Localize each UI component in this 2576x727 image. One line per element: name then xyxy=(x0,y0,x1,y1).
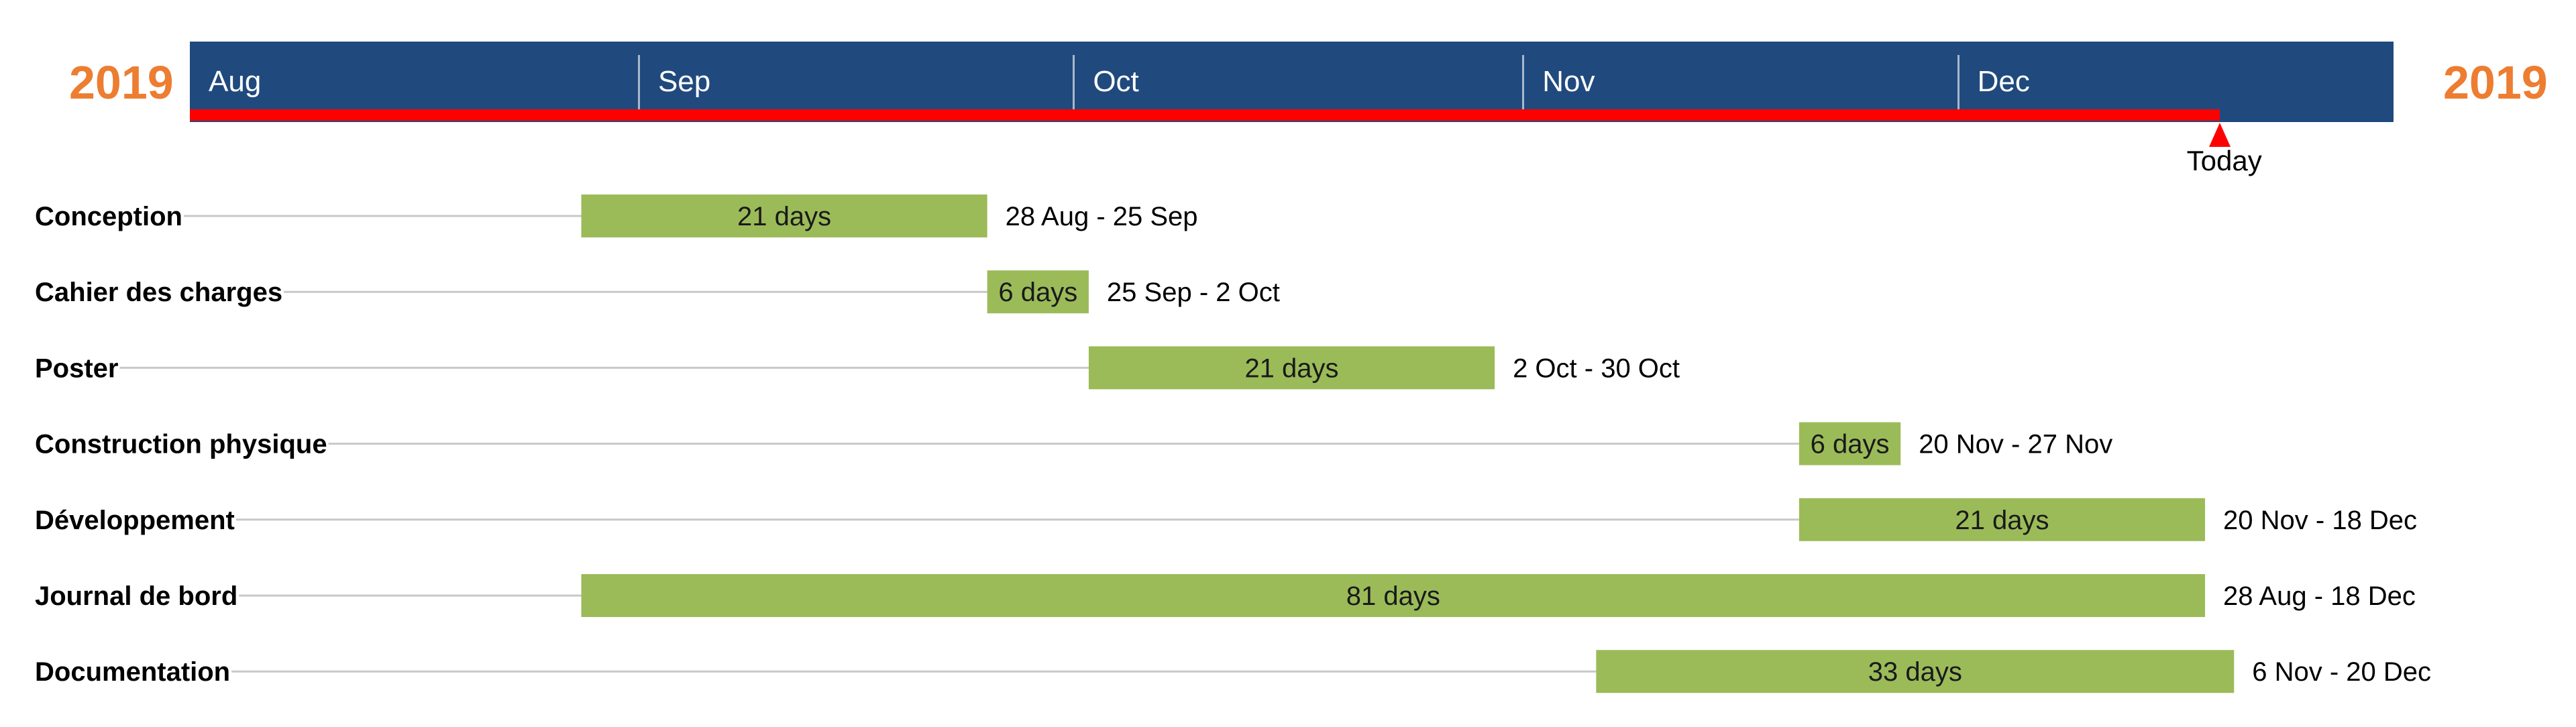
task-name: Développement xyxy=(35,506,235,535)
task-bar xyxy=(1088,346,1495,390)
year-label-right: 2019 xyxy=(2443,56,2548,109)
task-bar xyxy=(987,270,1089,314)
task-date-range: 20 Nov - 18 Dec xyxy=(2223,506,2417,535)
task-name: Poster xyxy=(35,353,119,383)
month-separator xyxy=(637,55,640,111)
today-marker-icon xyxy=(2208,123,2231,147)
task-date-range: 25 Sep - 2 Oct xyxy=(1107,278,1280,307)
task-duration: 33 days xyxy=(1868,657,1962,687)
task-bar xyxy=(1799,422,1901,465)
task-date-range: 20 Nov - 27 Nov xyxy=(1919,430,2112,459)
task-name: Documentation xyxy=(35,657,230,687)
task-bar xyxy=(1596,650,2235,693)
month-label-oct: Oct xyxy=(1093,65,1139,98)
task-date-range: 28 Aug - 25 Sep xyxy=(1006,202,1198,231)
task-duration: 21 days xyxy=(737,202,831,231)
task-bar xyxy=(1799,498,2206,541)
task-date-range: 6 Nov - 20 Dec xyxy=(2252,657,2431,687)
year-label-left: 2019 xyxy=(69,56,174,109)
task-name: Cahier des charges xyxy=(35,278,282,307)
task-duration: 6 days xyxy=(998,278,1077,307)
task-bar xyxy=(581,574,2206,617)
task-bar xyxy=(581,194,987,237)
today-progress-bar xyxy=(190,109,2220,121)
task-duration: 21 days xyxy=(1244,353,1338,383)
month-separator xyxy=(1522,55,1525,111)
task-date-range: 2 Oct - 30 Oct xyxy=(1513,353,1680,383)
month-label-dec: Dec xyxy=(1977,65,2030,98)
task-name: Construction physique xyxy=(35,430,327,459)
task-date-range: 28 Aug - 18 Dec xyxy=(2223,581,2416,611)
month-label-nov: Nov xyxy=(1542,65,1595,98)
task-name: Journal de bord xyxy=(35,581,237,611)
month-separator xyxy=(1957,55,1960,111)
today-label: Today xyxy=(2186,145,2262,176)
month-separator xyxy=(1073,55,1075,111)
task-name: Conception xyxy=(35,202,182,231)
task-duration: 81 days xyxy=(1346,581,1440,611)
month-label-sep: Sep xyxy=(657,65,711,98)
month-axis-bar: Aug Sep Oct Nov Dec xyxy=(190,42,2394,122)
task-duration: 6 days xyxy=(1811,430,1890,459)
task-duration: 21 days xyxy=(1955,506,2049,535)
month-label-aug: Aug xyxy=(209,65,262,98)
